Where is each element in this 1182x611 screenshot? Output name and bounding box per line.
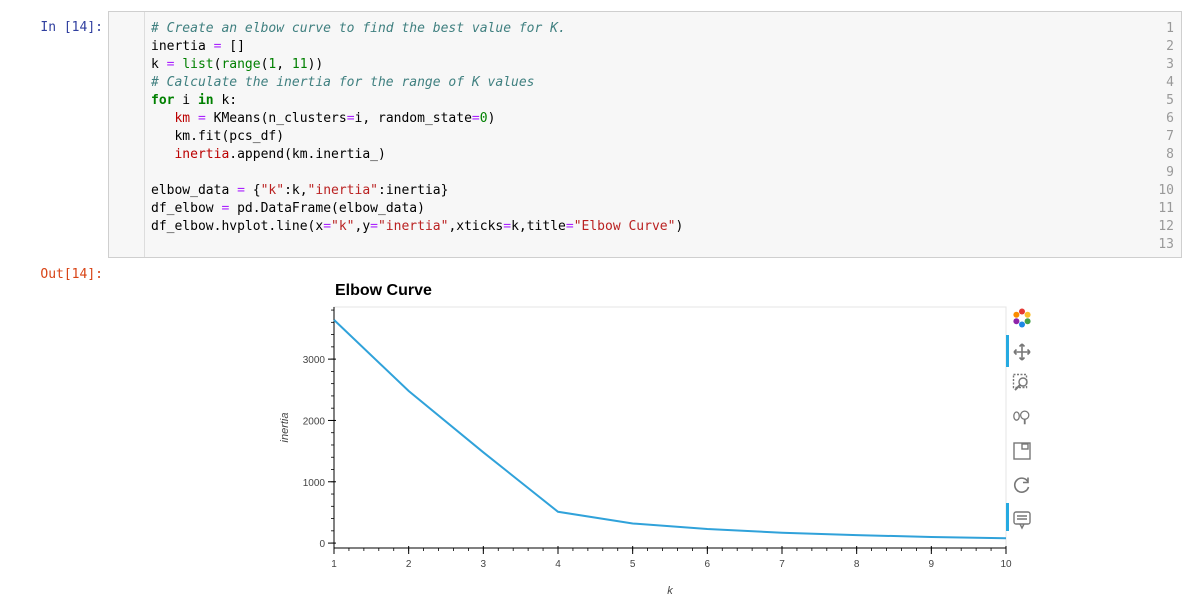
box-zoom-tool-icon[interactable]: [1012, 373, 1032, 393]
elbow-chart[interactable]: 1 2 3 4 5 6 7 8 9 10 0 1000 2000 3000 k inertia: [260, 296, 1020, 606]
output-prompt: Out[14]:: [40, 267, 103, 282]
code-line-5: for i in k:: [151, 93, 238, 108]
y-tick-label: 0: [319, 539, 325, 550]
code-line-7: km.fit(pcs_df): [151, 129, 285, 144]
x-tick-label: 10: [1000, 559, 1012, 570]
x-tick-label: 5: [630, 559, 636, 570]
y-tick-label: 1000: [303, 478, 326, 489]
x-tick-label: 3: [481, 559, 487, 570]
line-number: 8: [1166, 147, 1174, 162]
y-axis-label: inertia: [279, 413, 291, 443]
code-line-4: # Calculate the inertia for the range of…: [151, 75, 535, 90]
line-number: 10: [1158, 183, 1174, 198]
line-number: 1: [1166, 21, 1174, 36]
reset-tool-icon[interactable]: [1012, 475, 1032, 495]
code-editor[interactable]: # Create an elbow curve to find the best…: [151, 20, 683, 254]
line-number: 13: [1158, 237, 1174, 252]
active-tool-indicator: [1006, 503, 1009, 531]
line-number: 12: [1158, 219, 1174, 234]
series-line: [333, 319, 1007, 540]
line-number-gutter: [109, 12, 145, 257]
wheel-zoom-tool-icon[interactable]: [1012, 407, 1032, 427]
line-number: 3: [1166, 57, 1174, 72]
code-line-11: df_elbow = pd.DataFrame(elbow_data): [151, 201, 425, 216]
line-number: 9: [1166, 165, 1174, 180]
input-prompt: In [14]:: [40, 20, 103, 35]
x-tick-label: 7: [779, 559, 785, 570]
x-tick-label: 8: [854, 559, 860, 570]
code-line-8: inertia.append(km.inertia_): [174, 147, 386, 162]
line-number: 4: [1166, 75, 1174, 90]
x-tick-label: 4: [555, 559, 561, 570]
line-number: 6: [1166, 111, 1174, 126]
code-line-12: df_elbow.hvplot.line(x="k",y="inertia",x…: [151, 219, 684, 234]
line-number: 5: [1166, 93, 1174, 108]
code-line-13: [151, 236, 683, 254]
line-number: 2: [1166, 39, 1174, 54]
y-tick-label: 3000: [303, 355, 326, 366]
x-tick-label: 2: [406, 559, 412, 570]
plot-frame: [333, 306, 1007, 549]
code-line-2: inertia = []: [151, 39, 245, 54]
code-line-9: [151, 164, 683, 182]
code-line-3: k = list(range(1, 11)): [151, 57, 324, 72]
hover-tool-icon[interactable]: [1012, 510, 1032, 530]
pan-tool-icon[interactable]: [1012, 342, 1032, 362]
y-tick-label: 2000: [303, 416, 326, 427]
code-line-10: elbow_data = {"k":k,"inertia":inertia}: [151, 183, 449, 198]
line-number: 7: [1166, 129, 1174, 144]
code-line-6: km = KMeans(n_clusters=i, random_state=0…: [174, 111, 496, 126]
line-number: 11: [1158, 201, 1174, 216]
chart-title: Elbow Curve: [335, 282, 432, 299]
x-tick-label: 6: [705, 559, 711, 570]
active-tool-indicator: [1006, 335, 1009, 367]
x-tick-label: 9: [929, 559, 935, 570]
x-tick-label: 1: [331, 559, 337, 570]
code-line-1: # Create an elbow curve to find the best…: [151, 21, 566, 36]
bokeh-logo-icon[interactable]: [1012, 308, 1032, 328]
save-tool-icon[interactable]: [1012, 441, 1032, 461]
code-cell-input[interactable]: # Create an elbow curve to find the best…: [108, 11, 1182, 258]
x-axis-label: k: [667, 585, 673, 597]
